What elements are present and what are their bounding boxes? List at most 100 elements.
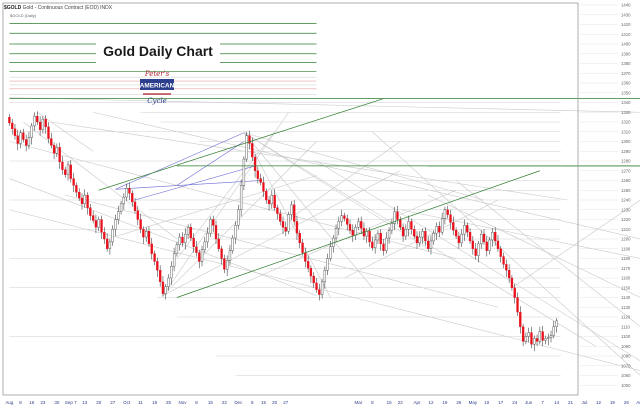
candle-body — [460, 233, 463, 244]
date-tick-label: 8 — [251, 400, 254, 405]
candle-body — [357, 221, 360, 228]
candle-body — [496, 240, 500, 249]
date-tick-label: 22 — [398, 400, 404, 405]
fan-line — [372, 131, 640, 376]
candle-body — [92, 215, 95, 221]
candle-body — [304, 252, 307, 262]
candle-body — [315, 282, 318, 290]
candle-body — [521, 326, 525, 342]
price-tick-label: 1400 — [621, 42, 631, 47]
candle-body — [413, 229, 416, 237]
candle-body — [192, 237, 195, 247]
fan-line — [9, 97, 640, 113]
date-tick-label: 16 — [29, 400, 35, 405]
fan-line — [176, 131, 275, 259]
price-tick-label: 1380 — [621, 61, 631, 66]
candle-body — [38, 121, 42, 130]
fan-line — [162, 112, 289, 296]
price-tick-label: 1340 — [621, 100, 631, 105]
candle-body — [457, 235, 461, 244]
candle-body — [449, 214, 452, 223]
candle-body — [248, 135, 251, 144]
chart-title: Gold Daily Chart — [96, 38, 220, 64]
price-tick-label: 1420 — [621, 22, 631, 27]
candlesticks — [8, 111, 558, 352]
candle-body — [153, 253, 156, 262]
candle-body — [530, 332, 533, 345]
date-axis: Aug 8 16 23 30 Sep 7 13 20 27 Oct 11 18 25 Nov 8 15 22 De… — [5, 400, 640, 405]
candle-body — [181, 236, 184, 244]
candle-body — [80, 197, 84, 205]
candle-body — [547, 337, 550, 339]
ticker-exchange: INDX — [100, 5, 113, 11]
fib-lines — [115, 132, 261, 201]
price-tick-label: 1100 — [621, 334, 631, 339]
date-tick-label: Dec — [234, 400, 243, 405]
date-tick-label: May — [469, 400, 478, 405]
candle-body — [298, 232, 301, 244]
fan-line — [107, 175, 317, 240]
logo-banner — [140, 79, 174, 90]
candle-body — [209, 219, 212, 234]
candle-body — [133, 201, 137, 211]
price-tick-label: 1260 — [621, 178, 631, 183]
date-tick-label: 14 — [554, 400, 560, 405]
candle-body — [22, 132, 25, 140]
candle-body — [418, 236, 421, 244]
candle-body — [47, 126, 50, 139]
candle-body — [142, 229, 145, 238]
candle-body — [226, 260, 229, 270]
fan-line — [428, 194, 640, 298]
candle-body — [379, 232, 382, 245]
date-tick-label: 15 — [261, 400, 267, 405]
fan-line — [455, 180, 640, 327]
candle-body — [214, 225, 218, 240]
candle-body — [178, 236, 181, 246]
candle-body — [491, 232, 494, 241]
date-tick-label: 27 — [110, 400, 116, 405]
candle-body — [505, 264, 508, 271]
date-tick-label: Jul — [582, 400, 588, 405]
fan-line — [511, 199, 640, 288]
candle-body — [541, 331, 544, 341]
date-tick-label: 10 — [484, 400, 490, 405]
candle-body — [200, 249, 204, 262]
candle-body — [320, 281, 324, 295]
candle-body — [401, 227, 405, 237]
candle-body — [279, 213, 282, 222]
candle-body — [195, 246, 198, 253]
candle-body — [220, 248, 223, 259]
price-tick-label: 1320 — [621, 120, 631, 125]
price-tick-label: 1160 — [621, 276, 631, 281]
candle-body — [429, 240, 433, 249]
candle-body — [533, 338, 536, 345]
price-axis: 1050 1060 1070 1080 1090 1100 1110 1120 1130 1140… — [621, 3, 631, 388]
price-tick-label: 1280 — [621, 159, 631, 164]
candle-body — [337, 221, 340, 229]
candle-body — [50, 138, 53, 146]
candle-body — [100, 219, 103, 233]
price-tick-label: 1410 — [621, 32, 631, 37]
candle-body — [432, 232, 435, 242]
candle-body — [33, 115, 36, 127]
ticker-description: Gold - Continuous Contract (EOD) — [22, 5, 99, 11]
fan-line — [243, 132, 373, 288]
price-tick-label: 1360 — [621, 81, 631, 86]
candle-body — [519, 311, 522, 327]
candle-body — [44, 118, 47, 128]
fan-line — [162, 170, 401, 296]
candle-body — [212, 219, 215, 226]
candle-body — [156, 261, 159, 271]
candle-body — [198, 252, 201, 262]
candle-body — [94, 220, 98, 228]
logo-main-text: AMERICAN — [140, 83, 175, 90]
fan-line — [162, 141, 317, 296]
ticker-symbol: $GOLD — [4, 5, 22, 11]
candle-body — [535, 338, 539, 342]
candle-body — [555, 320, 558, 327]
fan-line — [243, 132, 331, 298]
candle-body — [376, 232, 380, 241]
price-tick-label: 1440 — [621, 3, 631, 8]
date-tick-label: 25 — [166, 400, 172, 405]
candle-body — [507, 270, 511, 279]
